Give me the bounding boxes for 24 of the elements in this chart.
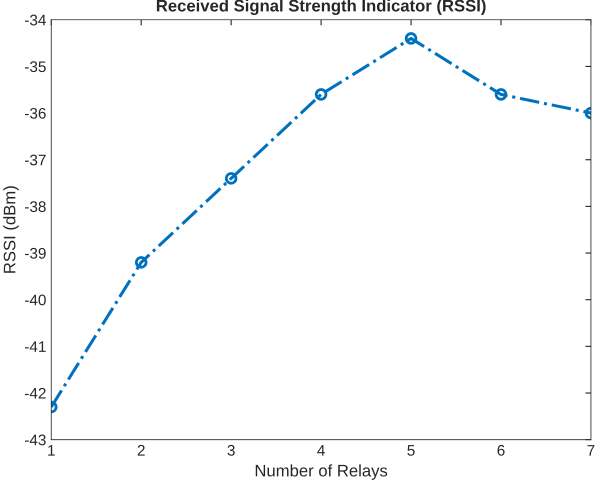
x-tick-label: 2 bbox=[138, 444, 145, 456]
y-tick-label: -43 bbox=[24, 434, 46, 446]
y-tick-label: -42 bbox=[24, 388, 46, 399]
x-tick-label: 3 bbox=[227, 444, 235, 456]
y-tick-label: -38 bbox=[24, 201, 46, 212]
y-tick-label: -39 bbox=[24, 248, 46, 259]
y-tick-label: -34 bbox=[24, 14, 46, 26]
x-tick-label: 4 bbox=[317, 445, 325, 456]
x-tick-label: 6 bbox=[498, 444, 505, 456]
y-tick-label: -35 bbox=[24, 61, 46, 72]
y-tick-label: -37 bbox=[24, 154, 46, 166]
point bbox=[224, 172, 238, 185]
point bbox=[314, 88, 328, 101]
y-axis-title: RSSI (dBm) bbox=[3, 186, 19, 273]
x-tick-label: 1 bbox=[48, 445, 55, 456]
y-tick-label: -36 bbox=[24, 108, 46, 119]
point bbox=[404, 32, 418, 45]
y-tick-label: -40 bbox=[24, 294, 46, 306]
x-tick-label: 5 bbox=[407, 445, 415, 456]
y-tick-label: -41 bbox=[24, 341, 46, 352]
point bbox=[494, 88, 508, 101]
x-axis-title: Number of Relays bbox=[256, 464, 388, 480]
x-tick-label: 7 bbox=[587, 445, 594, 456]
point bbox=[134, 256, 148, 269]
